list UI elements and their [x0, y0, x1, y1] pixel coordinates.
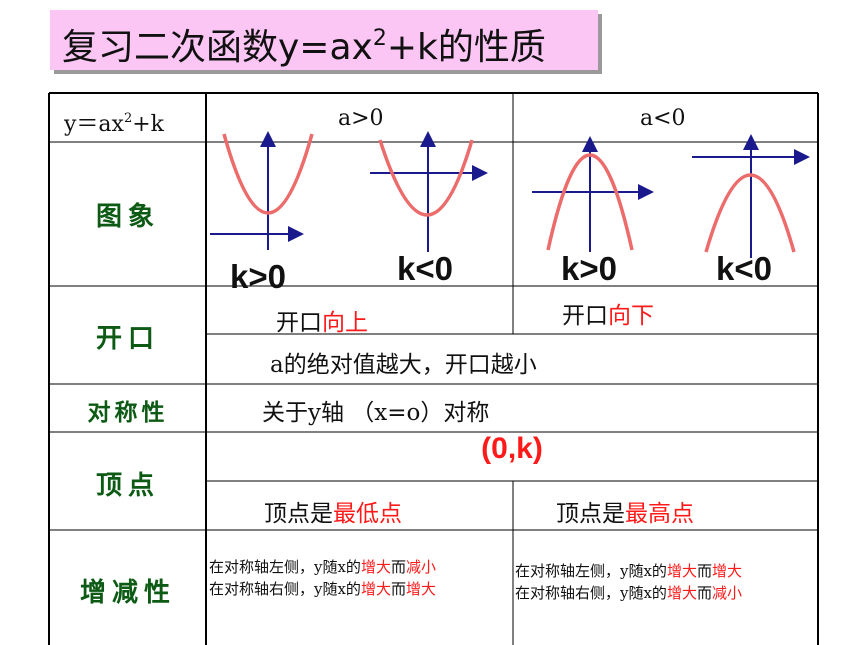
graph-down-k-positive: [532, 136, 654, 252]
row-label-vertex: 顶点: [95, 471, 160, 501]
row-label-graph: 图象: [95, 202, 160, 232]
monotonic-a-positive-left: 在对称轴左侧，y随x的增大而减小: [209, 558, 436, 576]
page-title: 复习二次函数y=ax2+k的性质: [62, 26, 546, 68]
graph-up-k-negative: [370, 131, 488, 252]
row-label-monotonic: 增减性: [79, 578, 176, 608]
graph-label-2: k<0: [397, 250, 453, 287]
header-expression: y＝ax2+k: [64, 111, 164, 137]
header-a-negative: a<0: [640, 106, 686, 131]
vertex-coordinate: (0,k): [481, 432, 543, 465]
opening-down-text: 开口向下: [562, 303, 654, 329]
vertex-lowest-text: 顶点是最低点: [264, 501, 402, 527]
graph-label-1: k>0: [230, 258, 286, 295]
monotonic-a-positive: 在对称轴左侧，y随x的增大而减小 在对称轴右侧，y随x的增大而增大: [209, 556, 436, 600]
vertex-highest-text: 顶点是最高点: [556, 501, 694, 527]
row-label-opening: 开口: [95, 324, 160, 354]
graph-label-4: k<0: [716, 250, 772, 287]
monotonic-a-negative-left: 在对称轴左侧，y随x的增大而增大: [515, 562, 742, 580]
row-label-symmetry: 对称性: [87, 399, 169, 426]
graph-up-k-positive: [210, 131, 314, 250]
title-banner: 复习二次函数y=ax2+k的性质: [50, 10, 598, 70]
monotonic-a-negative: 在对称轴左侧，y随x的增大而增大 在对称轴右侧，y随x的增大而减小: [515, 560, 742, 604]
opening-up-text: 开口向上: [276, 310, 368, 336]
symmetry-text: 关于y轴 （x=o）对称: [262, 400, 490, 426]
header-a-positive: a>0: [338, 106, 384, 131]
graph-down-k-negative: [692, 134, 810, 258]
monotonic-a-positive-right: 在对称轴右侧，y随x的增大而增大: [209, 580, 436, 598]
opening-width-text: a的绝对值越大，开口越小: [270, 352, 537, 378]
monotonic-a-negative-right: 在对称轴右侧，y随x的增大而减小: [515, 584, 742, 602]
graph-label-3: k>0: [561, 250, 617, 287]
